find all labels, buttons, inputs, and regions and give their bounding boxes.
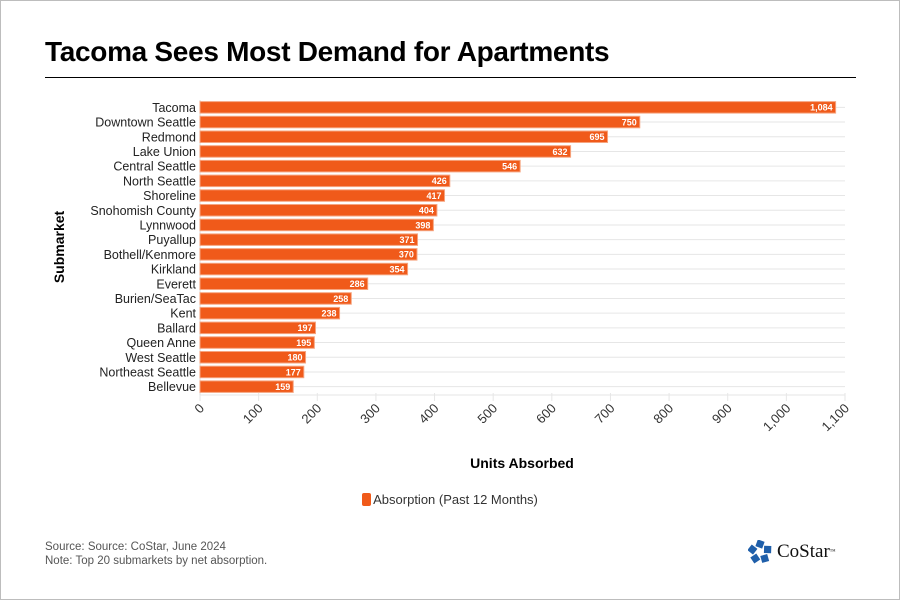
bar-value-label: 286 [350,279,365,289]
x-tick-label: 200 [298,401,324,427]
bar-value-label: 404 [419,206,434,216]
bar-value-label: 159 [275,382,290,392]
category-label: Lake Union [133,145,196,159]
bar-value-label: 177 [286,367,301,377]
trademark-mark: ™ [829,549,836,555]
category-label: Puyallup [148,233,196,247]
category-label: Queen Anne [126,336,196,350]
logo-segment [760,554,770,563]
category-label: Burien/SeaTac [115,292,196,306]
bar[interactable] [199,115,641,129]
x-axis-ticks: 0 100 200 300 400 500 600 700 800 900 1,000 1,100 [191,401,852,435]
category-label: Snohomish County [90,204,196,218]
category-label: North Seattle [123,174,196,188]
bar-value-label: 195 [296,338,311,348]
bar-value-label: 750 [622,117,637,127]
bar[interactable] [199,351,307,364]
costar-logo: CoStar ™ [748,540,836,564]
chart-title: Tacoma Sees Most Demand for Apartments [45,36,610,67]
bar-value-label: 371 [400,235,415,245]
footnote: Note: Top 20 submarkets by net absorptio… [45,555,268,567]
bar[interactable] [199,130,609,143]
bar-value-label: 180 [288,353,303,363]
x-tick-label: 600 [533,401,559,427]
bar[interactable] [199,292,352,305]
category-label: Bothell/Kenmore [104,248,196,262]
legend[interactable]: Absorption (Past 12 Months) [0,492,900,507]
bar-value-label: 417 [426,191,441,201]
category-label: Everett [156,277,196,291]
category-label: Kent [170,307,196,321]
bar[interactable] [199,233,419,246]
bar[interactable] [199,204,438,217]
bar[interactable] [199,159,521,173]
x-tick-label: 100 [240,401,266,427]
category-label: West Seattle [125,351,196,365]
category-label: Shoreline [143,189,196,203]
bar-value-label: 1,084 [810,103,833,113]
legend-label: Absorption (Past 12 Months) [373,492,538,507]
logo-text: CoStar [777,541,830,562]
category-label: Redmond [142,130,196,144]
bar-value-label: 238 [322,308,337,318]
bar-value-label: 258 [333,294,348,304]
x-tick-label: 300 [357,401,383,427]
logo-segment [755,540,765,549]
category-label: Central Seattle [113,160,196,174]
logo-segment [763,545,772,554]
bar[interactable] [199,365,305,379]
category-label: Downtown Seattle [95,116,196,130]
logo-segment [748,544,758,555]
bar[interactable] [199,218,434,232]
x-axis-title: Units Absorbed [470,455,574,471]
category-label: Lynnwood [139,218,196,232]
bar[interactable] [199,189,446,202]
x-tick-label: 0 [191,401,207,417]
title-divider [45,77,856,78]
category-label: Ballard [157,321,196,335]
footer: Source: Source: CoStar, June 2024 Note: … [45,540,267,568]
x-tick-label: 500 [474,401,500,427]
bar[interactable] [199,262,409,276]
bar-value-label: 426 [432,176,447,186]
bar-value-label: 354 [390,264,405,274]
bar[interactable] [199,248,418,261]
x-tick-label: 700 [592,401,618,427]
bar[interactable] [199,101,837,114]
bar-value-label: 632 [553,147,568,157]
category-label: Tacoma [152,101,196,115]
bar-value-label: 398 [415,220,430,230]
bar-value-label: 546 [502,161,517,171]
source-note: Source: Source: CoStar, June 2024 [45,541,226,553]
x-tick-label: 1,000 [760,401,794,435]
bar[interactable] [199,321,317,335]
logo-segment [750,553,761,564]
bar[interactable] [199,145,572,158]
bar[interactable] [199,336,315,349]
bar-value-label: 197 [297,323,312,333]
bar[interactable] [199,380,294,393]
bar-value-label: 695 [589,132,604,142]
bar[interactable] [199,277,369,290]
category-label: Bellevue [148,380,196,394]
x-tick-label: 400 [416,401,442,427]
category-label: Kirkland [151,263,196,277]
x-tick-label: 800 [650,401,676,427]
y-axis-title: Submarket [51,210,67,283]
bar[interactable] [199,306,341,320]
x-tick-label: 1,100 [819,401,853,435]
bar[interactable] [199,174,451,188]
category-label: Northeast Seattle [99,365,196,379]
costar-star-icon [748,540,772,564]
legend-swatch [362,493,372,506]
x-tick-label: 900 [709,401,735,427]
bar-value-label: 370 [399,250,414,260]
